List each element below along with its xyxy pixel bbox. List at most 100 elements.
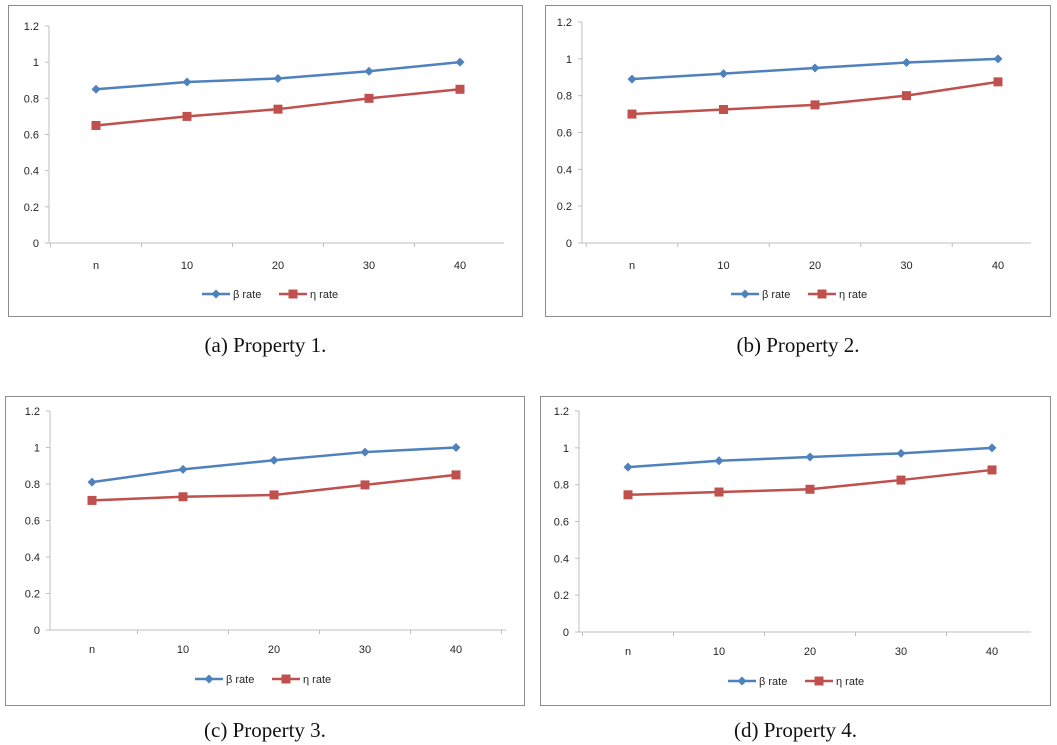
y-tick-label: 0.6 — [24, 130, 39, 142]
x-tick-label: 40 — [992, 260, 1004, 272]
x-tick-label: n — [629, 260, 635, 272]
data-point-eta — [993, 77, 1003, 87]
legend-label-beta: β rate — [759, 676, 787, 688]
x-tick-label: n — [93, 260, 99, 272]
x-tick-label: 10 — [177, 644, 189, 656]
x-tick-label: n — [625, 646, 631, 658]
data-point-beta — [87, 477, 97, 487]
legend-marker-eta — [288, 289, 298, 299]
data-point-beta — [455, 57, 465, 67]
data-point-eta — [178, 492, 188, 502]
legend-label-eta: η rate — [839, 289, 867, 301]
legend-marker-eta — [281, 674, 291, 684]
chart-frame: 0 0.2 0.4 0.6 0.8 1 1.2 n 10 20 30 40 β rate η rate — [540, 396, 1051, 706]
data-point-eta — [87, 495, 97, 505]
data-point-beta — [623, 462, 633, 472]
legend-label-beta: β rate — [233, 289, 261, 301]
x-tick-label: 10 — [181, 260, 193, 272]
chart-panel-a: 0 0.2 0.4 0.6 0.8 1 1.2 n 10 20 30 40 β rate η rate (… — [8, 5, 523, 377]
legend-marker-beta — [211, 289, 221, 299]
legend-marker-eta — [814, 676, 824, 686]
x-tick-label: 10 — [717, 260, 729, 272]
data-point-beta — [360, 447, 370, 457]
x-tick-label: 20 — [809, 260, 821, 272]
chart-frame: 0 0.2 0.4 0.6 0.8 1 1.2 n 10 20 30 40 β rate η rate — [8, 5, 523, 317]
y-tick-label: 1 — [33, 57, 39, 69]
y-tick-label: 0 — [34, 625, 40, 637]
y-tick-label: 1.2 — [554, 406, 569, 418]
y-tick-label: 0 — [563, 627, 569, 639]
y-tick-label: 0.8 — [24, 93, 39, 105]
x-tick-label: n — [89, 644, 95, 656]
x-tick-label: 40 — [450, 644, 462, 656]
data-point-beta — [805, 452, 815, 462]
y-tick-label: 1.2 — [25, 406, 40, 418]
legend-marker-beta — [737, 676, 747, 686]
y-tick-label: 0.2 — [557, 201, 572, 213]
y-tick-label: 1 — [563, 443, 569, 455]
data-point-eta — [805, 484, 815, 494]
y-tick-label: 0.8 — [25, 479, 40, 491]
figure-caption: (d) Property 4. — [733, 718, 858, 742]
y-tick-label: 0.8 — [554, 480, 569, 492]
data-point-beta — [627, 74, 637, 84]
x-tick-label: 10 — [713, 646, 725, 658]
line-chart-b: 0 0.2 0.4 0.6 0.8 1 1.2 n 10 20 30 40 β rate η rate — [557, 17, 1031, 301]
data-point-eta — [719, 104, 728, 114]
y-tick-label: 1.2 — [557, 17, 572, 29]
data-point-eta — [623, 490, 633, 500]
line-chart-c: 0 0.2 0.4 0.6 0.8 1 1.2 n 10 20 30 40 β rate η rate — [25, 406, 506, 686]
data-point-beta — [364, 66, 374, 76]
data-point-eta — [627, 109, 637, 119]
data-point-eta — [269, 490, 279, 500]
data-point-beta — [896, 448, 906, 458]
data-point-eta — [896, 475, 906, 485]
x-tick-label: 30 — [900, 260, 912, 272]
figure-caption: (a) Property 1. — [204, 333, 327, 357]
y-tick-label: 0.2 — [24, 202, 39, 214]
x-tick-label: 20 — [268, 644, 280, 656]
data-point-beta — [719, 69, 728, 79]
data-point-beta — [182, 77, 192, 87]
x-tick-label: 30 — [359, 644, 371, 656]
data-point-eta — [360, 480, 370, 490]
data-point-beta — [273, 73, 283, 83]
data-point-beta — [993, 54, 1003, 64]
data-point-eta — [455, 84, 465, 94]
data-point-eta — [714, 487, 724, 497]
chart-frame: 0 0.2 0.4 0.6 0.8 1 1.2 n 10 20 30 40 β rate η rate — [5, 396, 525, 706]
y-tick-label: 0 — [566, 238, 572, 250]
y-tick-label: 0.4 — [24, 166, 39, 178]
y-tick-label: 0.6 — [554, 517, 569, 529]
y-tick-label: 1.2 — [24, 21, 39, 33]
x-tick-label: 40 — [986, 646, 998, 658]
y-tick-label: 0.6 — [557, 128, 572, 140]
x-tick-label: 30 — [363, 260, 375, 272]
data-point-eta — [902, 91, 911, 101]
figure-caption: (b) Property 2. — [736, 333, 860, 357]
chart-panel-b: 0 0.2 0.4 0.6 0.8 1 1.2 n 10 20 30 40 β rate η rate (… — [545, 5, 1051, 377]
data-point-beta — [810, 63, 820, 73]
figure-caption: (c) Property 3. — [204, 718, 326, 742]
series-line-beta — [91, 446, 457, 484]
data-point-eta — [182, 111, 192, 121]
data-point-eta — [987, 465, 997, 475]
data-point-beta — [902, 58, 911, 68]
chart-panel-d: 0 0.2 0.4 0.6 0.8 1 1.2 n 10 20 30 40 β rate η rate (… — [540, 396, 1051, 745]
y-tick-label: 0.4 — [25, 552, 40, 564]
legend-label-eta: η rate — [303, 674, 331, 686]
data-point-beta — [269, 455, 279, 465]
y-tick-label: 0 — [33, 238, 39, 250]
data-point-eta — [364, 93, 374, 103]
x-tick-label: 20 — [272, 260, 284, 272]
legend-marker-beta — [204, 674, 214, 684]
y-tick-label: 1 — [566, 54, 572, 66]
chart-frame: 0 0.2 0.4 0.6 0.8 1 1.2 n 10 20 30 40 β rate η rate — [545, 5, 1051, 317]
x-tick-label: 20 — [804, 646, 816, 658]
legend-label-eta: η rate — [310, 289, 338, 301]
legend-marker-eta — [817, 289, 827, 299]
y-tick-label: 0.6 — [25, 516, 40, 528]
y-tick-label: 1 — [34, 443, 40, 455]
data-point-eta — [91, 120, 101, 130]
legend-marker-beta — [740, 289, 750, 299]
